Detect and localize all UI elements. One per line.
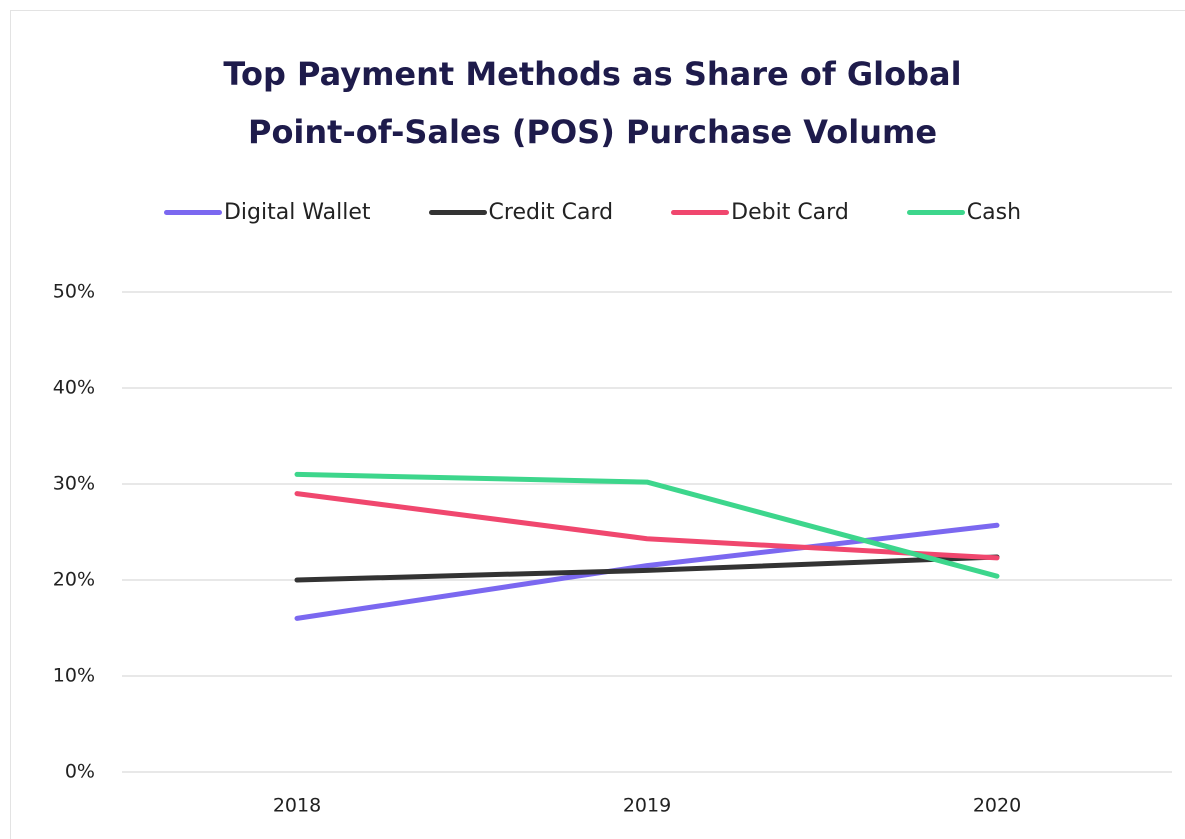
legend-label: Cash bbox=[966, 200, 1022, 225]
y-tick-label: 10% bbox=[53, 665, 95, 687]
y-tick-label: 40% bbox=[53, 377, 95, 399]
legend-item: Digital Wallet bbox=[163, 200, 371, 225]
legend-swatch bbox=[671, 210, 730, 215]
legend-swatch bbox=[906, 210, 965, 215]
legend-item: Credit Card bbox=[428, 200, 614, 225]
series-line bbox=[294, 522, 1000, 621]
x-tick-label: 2019 bbox=[623, 795, 671, 817]
title-box: Top Payment Methods as Share of Global P… bbox=[0, 45, 1185, 161]
legend-label: Credit Card bbox=[488, 200, 614, 225]
y-tick-label: 20% bbox=[53, 569, 95, 591]
chart-frame bbox=[10, 10, 1185, 839]
legend-swatch bbox=[428, 210, 487, 215]
y-tick-label: 50% bbox=[53, 281, 95, 303]
legend-item: Cash bbox=[906, 200, 1022, 225]
x-tick-label: 2018 bbox=[273, 795, 321, 817]
x-tick-label: 2020 bbox=[973, 795, 1021, 817]
series-line bbox=[294, 554, 1000, 583]
series-line bbox=[294, 491, 1000, 561]
legend-label: Debit Card bbox=[731, 200, 849, 225]
chart-title: Top Payment Methods as Share of Global P… bbox=[223, 55, 962, 151]
series-line bbox=[294, 471, 1000, 579]
y-tick-label: 30% bbox=[53, 473, 95, 495]
legend-label: Digital Wallet bbox=[223, 200, 371, 225]
legend-swatch bbox=[163, 210, 222, 215]
legend: Digital Wallet Credit Card Debit Card Cash bbox=[0, 200, 1185, 225]
legend-item: Debit Card bbox=[671, 200, 849, 225]
y-tick-label: 0% bbox=[65, 761, 95, 783]
